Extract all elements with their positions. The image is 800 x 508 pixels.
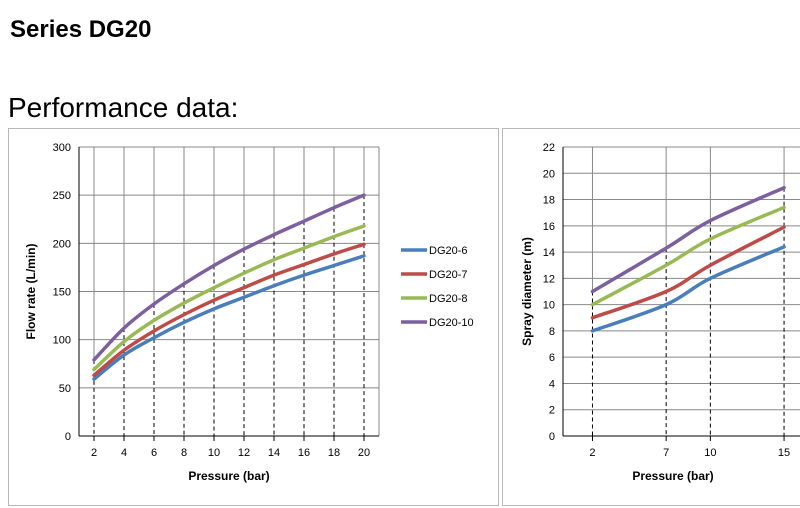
x-tick-label: 18: [328, 447, 340, 459]
y-tick-label: 100: [53, 335, 71, 347]
y-tick-label: 10: [543, 300, 555, 312]
legend-label: DG20-8: [429, 293, 468, 305]
y-tick-label: 0: [549, 431, 555, 443]
x-axis-title: Pressure (bar): [188, 469, 269, 483]
y-tick-label: 50: [59, 383, 71, 395]
series-line-dg20-7: [92, 242, 366, 378]
section-heading: Performance data:: [8, 92, 239, 123]
y-tick-label: 18: [543, 195, 555, 207]
x-axis-title: Pressure (bar): [632, 469, 713, 483]
y-tick-label: 250: [53, 190, 71, 202]
x-tick-label: 16: [298, 447, 310, 459]
y-tick-label: 2: [549, 405, 555, 417]
series-line-dg20-8: [590, 205, 786, 307]
flow-rate-chart-panel: 0 50 100 150 200 250 300 2 4 6 8 10 12 14 16 18 20 Pressu…: [8, 128, 499, 506]
x-tick-label: 2: [589, 447, 595, 459]
y-tick-label: 200: [53, 238, 71, 250]
y-tick-label: 0: [65, 431, 71, 443]
x-tick-label: 20: [358, 447, 370, 459]
legend-label: DG20-10: [429, 317, 474, 329]
series-line-dg20-7: [590, 225, 786, 320]
x-tick-label: 10: [208, 447, 220, 459]
x-tick-label: 8: [181, 447, 187, 459]
y-tick-label: 8: [549, 326, 555, 338]
x-tick-label: 2: [91, 447, 97, 459]
y-axis-title: Flow rate (L/min): [24, 243, 38, 339]
x-tick-label: 4: [121, 447, 127, 459]
x-tick-label: 10: [704, 447, 716, 459]
y-tick-label: 16: [543, 221, 555, 233]
y-tick-label: 4: [549, 378, 555, 390]
series-line-dg20-8: [92, 224, 366, 372]
flow-rate-chart: 0 50 100 150 200 250 300 2 4 6 8 10 12 14 16 18 20 Pressu…: [24, 142, 474, 483]
y-tick-label: 14: [543, 247, 555, 259]
legend-label: DG20-7: [429, 269, 468, 281]
y-axis-title: Spray diameter (m): [520, 237, 534, 346]
series-line-dg20-10: [590, 185, 786, 294]
x-tick-label: 15: [778, 447, 790, 459]
y-tick-label: 6: [549, 352, 555, 364]
legend-label: DG20-6: [429, 245, 468, 257]
series-line-dg20-6: [590, 245, 786, 333]
x-tick-label: 14: [268, 447, 280, 459]
y-tick-label: 150: [53, 287, 71, 299]
y-tick-label: 12: [543, 273, 555, 285]
y-tick-label: 20: [543, 168, 555, 180]
y-tick-label: 300: [53, 142, 71, 154]
x-tick-label: 12: [238, 447, 250, 459]
series-line-dg20-6: [92, 254, 366, 381]
y-tick-label: 22: [543, 142, 555, 154]
x-tick-label: 7: [663, 447, 669, 459]
page-heading: Series DG20: [10, 16, 152, 43]
spray-diameter-chart-panel: 0 2 4 6 8 10 12 14 16 18 20 22 2 7 10 15 Pressure (bar) S…: [502, 128, 800, 506]
x-tick-label: 6: [151, 447, 157, 459]
series-line-dg20-10: [92, 193, 366, 362]
